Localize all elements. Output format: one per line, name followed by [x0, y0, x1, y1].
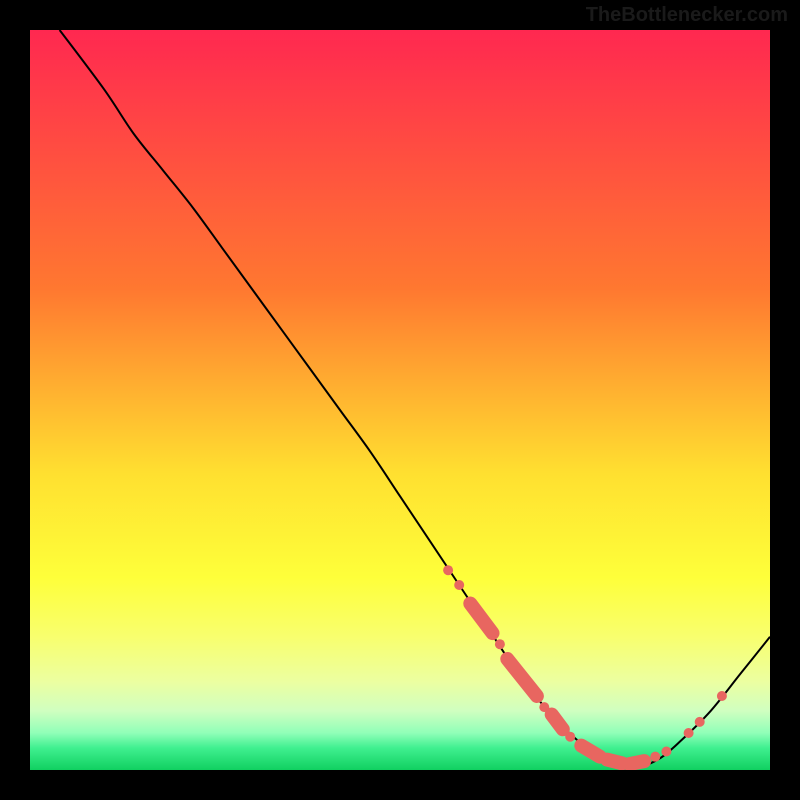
curve-marker-dot — [565, 732, 575, 742]
bottleneck-curve-chart — [30, 30, 770, 770]
plot-area — [30, 30, 770, 770]
chart-container: TheBottlenecker.com — [0, 0, 800, 800]
curve-marker-dot — [695, 717, 705, 727]
curve-marker-dot — [495, 639, 505, 649]
curve-marker-pill — [581, 746, 600, 757]
watermark-label: TheBottlenecker.com — [586, 4, 788, 27]
curve-marker-dot — [443, 565, 453, 575]
curve-marker-dot — [454, 580, 464, 590]
curve-marker-dot — [684, 728, 694, 738]
curve-marker-dot — [717, 691, 727, 701]
curve-marker-pill — [629, 761, 644, 764]
curve-marker-pill — [607, 760, 622, 764]
curve-marker-dot — [650, 752, 660, 762]
gradient-background — [30, 30, 770, 770]
curve-marker-dot — [661, 747, 671, 757]
curve-marker-pill — [552, 715, 563, 730]
